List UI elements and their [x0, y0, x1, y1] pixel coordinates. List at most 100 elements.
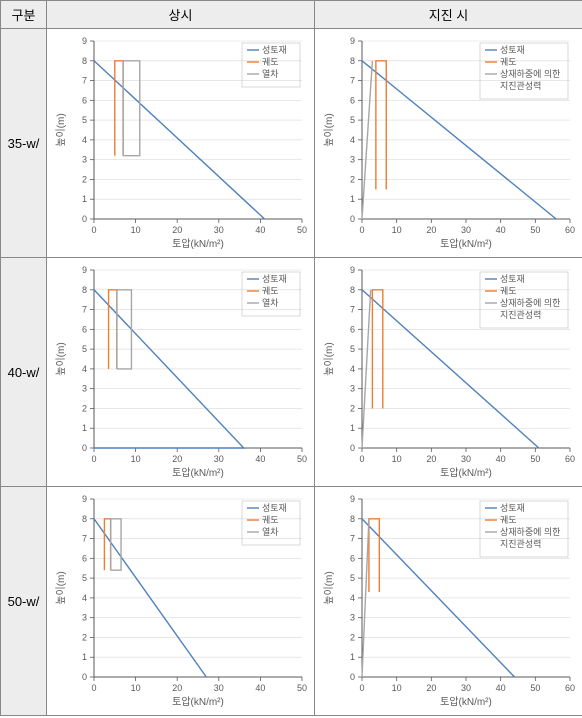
- svg-text:6: 6: [349, 95, 354, 105]
- svg-text:10: 10: [130, 225, 140, 235]
- svg-text:40: 40: [255, 683, 265, 693]
- svg-text:3: 3: [349, 384, 354, 394]
- svg-text:60: 60: [564, 225, 574, 235]
- svg-text:4: 4: [349, 593, 354, 603]
- header-category: 구분: [1, 1, 47, 29]
- svg-text:1: 1: [81, 423, 86, 433]
- y-axis-label: 높이(m): [55, 571, 67, 604]
- legend-entry: 성토재: [262, 274, 287, 284]
- svg-text:3: 3: [81, 613, 86, 623]
- y-axis-label: 높이(m): [55, 113, 67, 146]
- svg-text:30: 30: [460, 683, 470, 693]
- svg-text:1: 1: [81, 194, 86, 204]
- svg-text:5: 5: [349, 115, 354, 125]
- y-axis-label: 높이(m): [323, 113, 335, 146]
- header-normal: 상시: [47, 1, 315, 29]
- svg-text:30: 30: [460, 454, 470, 464]
- svg-text:40: 40: [495, 683, 505, 693]
- chart-grid-table: 구분 상시 지진 시 35-w/010203040500123456789토압(…: [0, 0, 582, 716]
- svg-text:0: 0: [349, 672, 354, 682]
- x-axis-label: 토압(kN/m²): [172, 237, 224, 250]
- svg-text:2: 2: [81, 632, 86, 642]
- svg-text:0: 0: [91, 454, 96, 464]
- svg-text:50: 50: [296, 225, 306, 235]
- legend-entry: 궤도: [262, 57, 279, 67]
- svg-text:20: 20: [172, 683, 182, 693]
- line-chart: 010203040500123456789토압(kN/m²)높이(m)성토재궤도…: [52, 491, 310, 711]
- legend-entry: 성토재: [262, 503, 287, 513]
- svg-text:10: 10: [130, 454, 140, 464]
- line-chart: 01020304050600123456789토압(kN/m²)높이(m)성토재…: [320, 262, 578, 482]
- svg-text:7: 7: [349, 76, 354, 86]
- svg-text:8: 8: [81, 56, 86, 66]
- svg-text:40: 40: [255, 454, 265, 464]
- line-chart: 010203040500123456789토압(kN/m²)높이(m)성토재궤도…: [52, 262, 310, 482]
- legend-entry: 궤도: [500, 515, 517, 525]
- svg-text:0: 0: [91, 225, 96, 235]
- svg-text:30: 30: [460, 225, 470, 235]
- svg-text:0: 0: [81, 443, 86, 453]
- svg-text:40: 40: [495, 225, 505, 235]
- svg-text:0: 0: [81, 214, 86, 224]
- legend-entry: 상재하중에 의한: [500, 298, 560, 308]
- legend-entry: 궤도: [262, 286, 279, 296]
- legend-entry: 열차: [262, 68, 279, 79]
- svg-text:3: 3: [349, 613, 354, 623]
- legend-entry: 성토재: [262, 45, 287, 55]
- svg-text:7: 7: [81, 76, 86, 86]
- svg-text:0: 0: [359, 454, 364, 464]
- svg-text:3: 3: [349, 155, 354, 165]
- legend-entry: 지진관성력: [500, 309, 541, 320]
- y-axis-label: 높이(m): [323, 342, 335, 375]
- svg-text:6: 6: [349, 553, 354, 563]
- svg-text:20: 20: [426, 454, 436, 464]
- svg-text:9: 9: [349, 36, 354, 46]
- svg-text:2: 2: [349, 632, 354, 642]
- svg-text:30: 30: [213, 454, 223, 464]
- legend-entry: 성토재: [500, 503, 525, 513]
- table-row: 35-w/010203040500123456789토압(kN/m²)높이(m)…: [1, 29, 582, 258]
- svg-text:20: 20: [426, 683, 436, 693]
- row-label: 50-w/: [1, 487, 47, 716]
- svg-text:5: 5: [81, 344, 86, 354]
- line-chart: 010203040500123456789토압(kN/m²)높이(m)성토재궤도…: [52, 33, 310, 253]
- svg-text:50: 50: [296, 454, 306, 464]
- svg-text:1: 1: [81, 652, 86, 662]
- svg-text:30: 30: [213, 225, 223, 235]
- cell-seismic: 01020304050600123456789토압(kN/m²)높이(m)성토재…: [315, 487, 582, 716]
- x-axis-label: 토압(kN/m²): [440, 695, 492, 708]
- svg-text:1: 1: [349, 423, 354, 433]
- svg-text:1: 1: [349, 652, 354, 662]
- svg-text:50: 50: [296, 683, 306, 693]
- svg-text:2: 2: [349, 403, 354, 413]
- x-axis-label: 토압(kN/m²): [440, 237, 492, 250]
- y-axis-label: 높이(m): [323, 571, 335, 604]
- cell-seismic: 01020304050600123456789토압(kN/m²)높이(m)성토재…: [315, 29, 582, 258]
- svg-text:30: 30: [213, 683, 223, 693]
- x-axis-label: 토압(kN/m²): [172, 695, 224, 708]
- svg-text:4: 4: [349, 364, 354, 374]
- legend-entry: 궤도: [262, 515, 279, 525]
- svg-text:10: 10: [391, 454, 401, 464]
- svg-text:5: 5: [349, 344, 354, 354]
- svg-text:6: 6: [81, 553, 86, 563]
- svg-text:4: 4: [81, 364, 86, 374]
- svg-text:8: 8: [349, 56, 354, 66]
- svg-text:2: 2: [81, 403, 86, 413]
- svg-text:0: 0: [81, 672, 86, 682]
- svg-text:5: 5: [349, 573, 354, 583]
- legend-entry: 궤도: [500, 57, 517, 67]
- svg-text:10: 10: [130, 683, 140, 693]
- svg-text:9: 9: [81, 494, 86, 504]
- svg-text:5: 5: [81, 115, 86, 125]
- svg-text:10: 10: [391, 683, 401, 693]
- svg-text:7: 7: [349, 305, 354, 315]
- header-seismic: 지진 시: [315, 1, 582, 29]
- svg-text:1: 1: [349, 194, 354, 204]
- svg-text:9: 9: [81, 36, 86, 46]
- svg-text:4: 4: [81, 593, 86, 603]
- line-chart: 01020304050600123456789토압(kN/m²)높이(m)성토재…: [320, 491, 578, 711]
- svg-text:9: 9: [349, 494, 354, 504]
- svg-text:40: 40: [255, 225, 265, 235]
- svg-text:50: 50: [530, 454, 540, 464]
